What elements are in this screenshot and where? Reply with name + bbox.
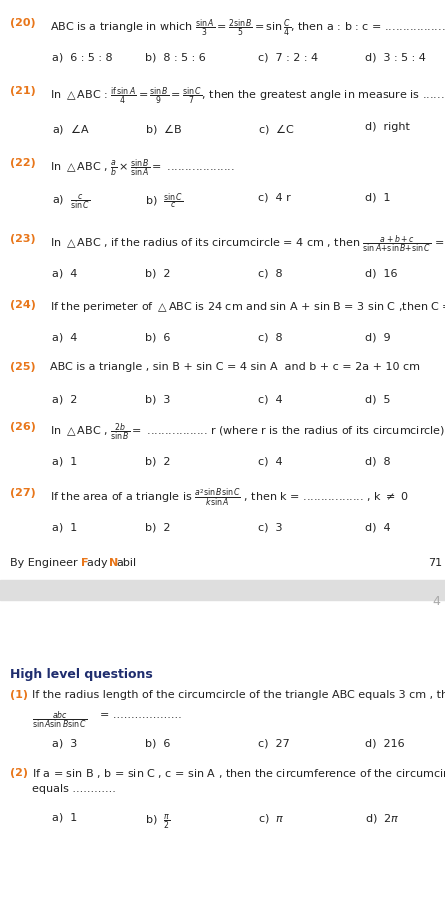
Text: b)  6: b) 6	[145, 332, 170, 342]
Text: c)  4 r: c) 4 r	[258, 192, 291, 202]
Text: d)  1: d) 1	[365, 192, 391, 202]
Text: In $\triangle$ABC , if the radius of its circumcircle = 4 cm , then $\frac{a+b+c: In $\triangle$ABC , if the radius of its…	[50, 234, 445, 256]
Text: ady: ady	[87, 558, 111, 568]
Text: d)  216: d) 216	[365, 738, 405, 748]
Text: c)  8: c) 8	[258, 268, 283, 278]
Text: a)  4: a) 4	[52, 332, 77, 342]
Text: $\frac{abc}{\sin A\sin B\sin C}$: $\frac{abc}{\sin A\sin B\sin C}$	[32, 710, 87, 732]
Text: c)  3: c) 3	[258, 522, 283, 532]
Text: If the area of a triangle is $\frac{a^{2}\sin B\sin C}{k\sin A}$ , then k = ....: If the area of a triangle is $\frac{a^{2…	[50, 488, 409, 508]
Text: In $\triangle$ABC : $\frac{\mathrm{if}\,\sin A}{4}=\frac{\sin B}{9}=\frac{\sin C: In $\triangle$ABC : $\frac{\mathrm{if}\,…	[50, 86, 445, 107]
Text: c)  8: c) 8	[258, 332, 283, 342]
Text: d)  5: d) 5	[365, 394, 391, 404]
Text: (22): (22)	[10, 158, 36, 168]
Text: b)  $\angle$B: b) $\angle$B	[145, 122, 182, 136]
Text: d)  16: d) 16	[365, 268, 397, 278]
Text: equals ............: equals ............	[32, 784, 116, 794]
Text: d)  4: d) 4	[365, 522, 391, 532]
Text: 4: 4	[432, 595, 440, 608]
Text: d)  3 : 5 : 4: d) 3 : 5 : 4	[365, 52, 426, 62]
Text: ABC is a triangle in which $\frac{\sin A}{3}=\frac{2\sin B}{5}=\sin\frac{C}{4}$,: ABC is a triangle in which $\frac{\sin A…	[50, 18, 445, 39]
Text: b)  3: b) 3	[145, 394, 170, 404]
Text: If the radius length of the circumcircle of the triangle ABC equals 3 cm , then:: If the radius length of the circumcircle…	[32, 690, 445, 700]
Text: c)  4: c) 4	[258, 394, 283, 404]
Text: a)  2: a) 2	[52, 394, 77, 404]
Text: a)  4: a) 4	[52, 268, 77, 278]
Text: 71: 71	[428, 558, 442, 568]
Text: b)  2: b) 2	[145, 522, 170, 532]
Text: (25): (25)	[10, 362, 36, 372]
Text: b)  $\frac{\sin C}{c}$: b) $\frac{\sin C}{c}$	[145, 192, 183, 212]
Text: b)  2: b) 2	[145, 268, 170, 278]
Text: c)  7 : 2 : 4: c) 7 : 2 : 4	[258, 52, 318, 62]
Text: = ...................: = ...................	[100, 710, 182, 720]
Text: c)  $\angle$C: c) $\angle$C	[258, 122, 295, 136]
Text: (26): (26)	[10, 422, 36, 432]
Text: a)  6 : 5 : 8: a) 6 : 5 : 8	[52, 52, 113, 62]
Text: N: N	[109, 558, 118, 568]
Text: d)  8: d) 8	[365, 456, 391, 466]
Text: d)  9: d) 9	[365, 332, 391, 342]
Text: a)  1: a) 1	[52, 812, 77, 822]
Text: c)  $\pi$: c) $\pi$	[258, 812, 284, 825]
Text: (20): (20)	[10, 18, 36, 28]
Text: d)  right: d) right	[365, 122, 410, 132]
Text: (2): (2)	[10, 768, 28, 778]
Text: c)  4: c) 4	[258, 456, 283, 466]
Text: In $\triangle$ABC , $\frac{a}{b}\times\frac{\sin B}{\sin A}=$ ..................: In $\triangle$ABC , $\frac{a}{b}\times\f…	[50, 158, 235, 179]
Text: a)  1: a) 1	[52, 522, 77, 532]
Text: (21): (21)	[10, 86, 36, 96]
Text: (1): (1)	[10, 690, 28, 700]
Text: a)  3: a) 3	[52, 738, 77, 748]
Text: (23): (23)	[10, 234, 36, 244]
Text: High level questions: High level questions	[10, 668, 153, 681]
Text: If the perimeter of $\triangle$ABC is 24 cm and sin A + sin B = 3 sin C ,then C : If the perimeter of $\triangle$ABC is 24…	[50, 300, 445, 314]
Text: a)  1: a) 1	[52, 456, 77, 466]
Text: c)  27: c) 27	[258, 738, 290, 748]
Text: b)  6: b) 6	[145, 738, 170, 748]
Text: abil: abil	[116, 558, 136, 568]
Text: ABC is a triangle , sin B + sin C = 4 sin A  and b + c = 2a + 10 cm: ABC is a triangle , sin B + sin C = 4 si…	[50, 362, 420, 372]
Text: a)  $\frac{c}{\sin C}$: a) $\frac{c}{\sin C}$	[52, 192, 90, 211]
Text: a)  $\angle$A: a) $\angle$A	[52, 122, 90, 136]
Text: (24): (24)	[10, 300, 36, 310]
Text: F: F	[81, 558, 89, 568]
Text: b)  8 : 5 : 6: b) 8 : 5 : 6	[145, 52, 206, 62]
Text: b)  2: b) 2	[145, 456, 170, 466]
Text: d)  $2\pi$: d) $2\pi$	[365, 812, 400, 825]
Text: If a = sin B , b = sin C , c = sin A , then the circumference of the circumcircl: If a = sin B , b = sin C , c = sin A , t…	[32, 768, 445, 782]
Text: In $\triangle$ABC , $\frac{2b}{\sin B}=$ ................. r (where r is the rad: In $\triangle$ABC , $\frac{2b}{\sin B}=$…	[50, 422, 445, 443]
Text: (27): (27)	[10, 488, 36, 498]
Text: b)  $\frac{\pi}{2}$: b) $\frac{\pi}{2}$	[145, 812, 170, 831]
Bar	[0, 580, 445, 600]
Text: By Engineer: By Engineer	[10, 558, 81, 568]
